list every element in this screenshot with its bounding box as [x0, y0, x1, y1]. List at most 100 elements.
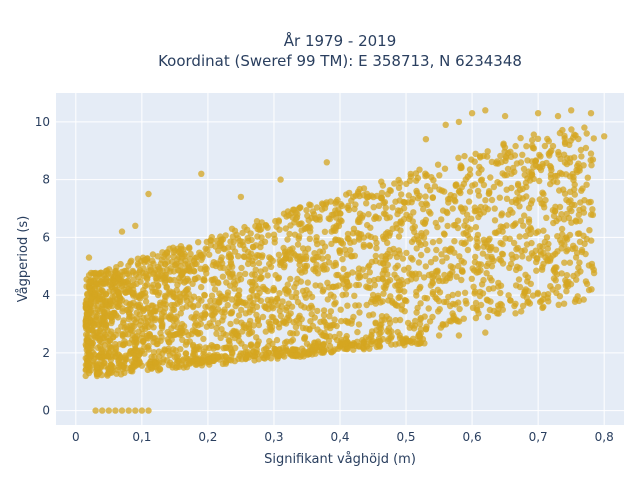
scatter-point	[455, 154, 462, 161]
scatter-point	[558, 270, 565, 277]
scatter-point	[226, 250, 233, 258]
scatter-point	[153, 277, 160, 284]
scatter-point	[157, 301, 164, 309]
scatter-point	[473, 242, 480, 250]
scatter-point	[237, 276, 245, 283]
scatter-point	[289, 330, 297, 337]
scatter-point	[576, 217, 583, 225]
scatter-point	[167, 288, 174, 295]
scatter-point	[217, 334, 224, 342]
scatter-point	[317, 282, 324, 289]
scatter-point	[240, 242, 247, 249]
scatter-point	[476, 288, 484, 296]
scatter-point	[536, 243, 543, 250]
scatter-point	[290, 250, 297, 257]
scatter-point	[220, 245, 227, 252]
scatter-point	[304, 279, 311, 286]
x-axis-label: Signifikant våghöjd (m)	[264, 452, 416, 467]
scatter-point	[265, 319, 272, 326]
scatter-point	[165, 314, 173, 321]
scatter-point	[516, 233, 523, 240]
scatter-point	[427, 187, 434, 194]
scatter-point	[197, 320, 204, 328]
scatter-point	[119, 271, 126, 279]
scatter-point	[523, 183, 530, 191]
scatter-point	[589, 156, 597, 163]
scatter-point	[441, 231, 448, 238]
scatter-point	[289, 346, 296, 353]
scatter-point	[524, 175, 531, 182]
scatter-point	[377, 329, 384, 336]
scatter-point	[493, 310, 501, 317]
scatter-point	[219, 273, 227, 280]
scatter-point	[434, 161, 442, 168]
scatter-point	[174, 352, 182, 359]
scatter-point	[354, 218, 362, 225]
scatter-point	[574, 230, 582, 237]
scatter-point	[459, 208, 467, 215]
scatter-point	[528, 239, 535, 247]
scatter-point	[259, 313, 267, 321]
scatter-point	[380, 210, 388, 217]
y-tick-label: 10	[35, 115, 50, 129]
scatter-point	[490, 183, 498, 191]
scatter-point	[330, 211, 337, 218]
scatter-point	[297, 204, 304, 211]
scatter-point	[101, 320, 108, 328]
scatter-point	[453, 273, 460, 280]
scatter-point	[83, 276, 90, 283]
scatter-point	[563, 281, 571, 288]
scatter-point	[241, 223, 248, 231]
scatter-point	[327, 308, 335, 315]
scatter-point	[590, 135, 597, 142]
scatter-point	[242, 270, 249, 277]
scatter-point	[173, 359, 181, 367]
scatter-point	[277, 176, 284, 183]
scatter-point	[497, 239, 504, 247]
scatter-point	[447, 191, 454, 199]
scatter-point	[287, 310, 294, 317]
scatter-point	[166, 330, 173, 338]
scatter-point	[528, 171, 536, 178]
scatter-point	[373, 239, 380, 247]
scatter-point	[236, 237, 243, 245]
scatter-point	[206, 361, 213, 368]
scatter-point	[429, 288, 437, 296]
scatter-point	[170, 253, 177, 260]
scatter-point	[113, 312, 120, 319]
scatter-point	[206, 251, 213, 258]
scatter-point	[152, 363, 159, 371]
scatter-point	[234, 292, 242, 299]
scatter-point	[469, 265, 476, 272]
scatter-point	[265, 232, 272, 239]
scatter-point	[285, 249, 292, 256]
scatter-point	[488, 196, 496, 204]
scatter-point	[301, 335, 308, 342]
scatter-point	[542, 196, 549, 204]
scatter-point	[466, 166, 474, 173]
scatter-point	[294, 298, 302, 306]
scatter-point	[422, 136, 430, 143]
scatter-point	[365, 211, 372, 218]
scatter-point	[341, 246, 349, 253]
scatter-point	[106, 288, 113, 295]
scatter-point	[462, 176, 469, 183]
scatter-point	[364, 284, 372, 291]
scatter-point	[550, 212, 558, 220]
scatter-point	[319, 248, 327, 255]
scatter-point	[337, 306, 344, 313]
scatter-point	[98, 286, 105, 294]
scatter-point	[455, 262, 462, 270]
scatter-point	[371, 282, 378, 289]
scatter-point	[149, 308, 156, 316]
scatter-point	[195, 239, 202, 246]
scatter-point	[252, 276, 259, 283]
scatter-point	[114, 270, 121, 278]
scatter-point	[465, 198, 473, 205]
scatter-point	[344, 235, 351, 242]
scatter-point	[88, 326, 95, 334]
scatter-point	[177, 331, 184, 339]
scatter-point	[507, 206, 514, 214]
scatter-point	[131, 355, 139, 362]
scatter-point	[301, 262, 309, 270]
